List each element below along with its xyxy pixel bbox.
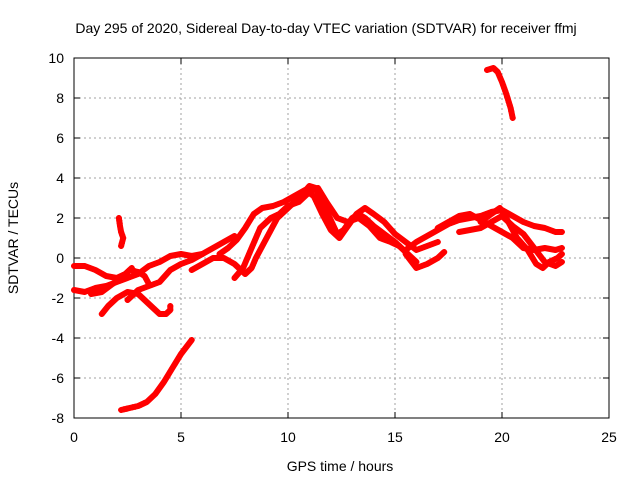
series-arc-10: [231, 185, 403, 281]
axis-ticks: 0 5 10 15 20 25 -8 -6 -4 -2 0 2 4 6 8 10: [48, 50, 617, 445]
x-tick-label: 25: [601, 429, 617, 445]
x-tick-label: 5: [177, 429, 185, 445]
y-axis-label: SDTVAR / TECUs: [5, 182, 21, 294]
data-point-markers: [88, 267, 152, 297]
x-tick-label: 0: [70, 429, 78, 445]
series-arc-6: [118, 337, 195, 413]
y-tick-label: -2: [52, 290, 65, 306]
plot-frame: [73, 57, 610, 419]
y-tick-label: -4: [52, 330, 65, 346]
data-point-markers: [118, 337, 195, 413]
chart-title: Day 295 of 2020, Sidereal Day-to-day VTE…: [75, 20, 576, 36]
data-layer: [71, 65, 565, 413]
y-tick-label: 8: [56, 90, 64, 106]
y-tick-label: 4: [56, 170, 64, 186]
x-tick-label: 10: [280, 429, 296, 445]
y-tick-label: 0: [56, 250, 64, 266]
y-tick-label: -8: [52, 410, 65, 426]
series-arc-7: [115, 215, 127, 249]
series-arc-15: [477, 205, 565, 271]
series-arc-3: [88, 267, 152, 297]
y-tick-label: 2: [56, 210, 64, 226]
series-arc-11: [402, 249, 448, 271]
series-arc-5: [124, 233, 238, 303]
y-tick-label: 6: [56, 130, 64, 146]
x-tick-label: 15: [387, 429, 403, 445]
series-arc-16: [484, 65, 516, 121]
x-tick-label: 20: [494, 429, 510, 445]
data-point-markers: [231, 185, 403, 281]
x-axis-label: GPS time / hours: [287, 458, 394, 474]
data-point-markers: [402, 249, 448, 271]
data-point-markers: [115, 215, 127, 249]
data-point-markers: [484, 65, 516, 121]
y-tick-label: -6: [52, 370, 65, 386]
data-point-markers: [477, 205, 565, 271]
data-point-markers: [124, 233, 238, 303]
y-tick-label: 10: [48, 50, 64, 66]
